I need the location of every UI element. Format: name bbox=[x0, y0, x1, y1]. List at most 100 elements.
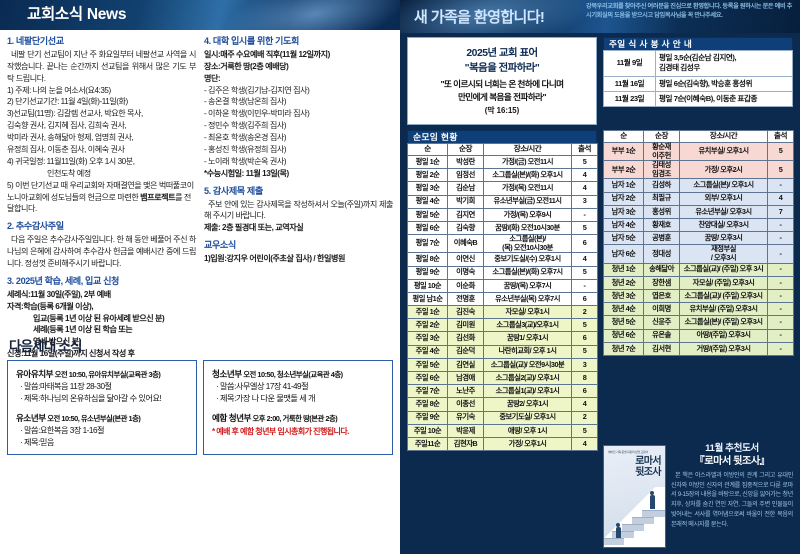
soon-name: 주일 3순 bbox=[407, 331, 448, 346]
nextgen-item: 말씀:마태복음 11장 28-30절 bbox=[16, 381, 188, 393]
soon-attendance: 6 bbox=[571, 384, 598, 399]
news-line: 4) 귀국일정: 11월11일(화) 오후 1시 30분, bbox=[7, 156, 135, 166]
news-body: 1. 네팔단기선교 네팔 단기 선교팀이 지난 주 화요일부터 네팔선교 사역을… bbox=[0, 30, 400, 554]
soon-place: 유소년부실/ 오후3시 bbox=[679, 204, 768, 220]
news-line: 일시:매주 수요예배 직후(11월 12일까지) bbox=[204, 49, 330, 59]
soon-name: 남자 5순 bbox=[603, 231, 644, 246]
soon-place: 가정/(금) 오전11시 bbox=[483, 154, 572, 170]
soon-attendance: - bbox=[767, 178, 794, 193]
soon-attendance: - bbox=[767, 288, 794, 304]
book-description: 본 책은 이스라엘과 이방인의 관계 그리고 유대인 신자와 이방인 신자의 관… bbox=[671, 471, 793, 529]
soon-place: 꿈땅1/ 오후1시 bbox=[483, 331, 572, 346]
book-cover-image: 에비인 기독 문명 회장의 성경 교양서 로마서 뒷조사 bbox=[603, 445, 666, 548]
book-figure-body-lower bbox=[616, 527, 621, 538]
soon-name: 평일 6순 bbox=[407, 220, 448, 236]
soon-attendance: 4 bbox=[571, 436, 598, 452]
news-line: - 최윤호 학생(송온경 집사) bbox=[204, 133, 287, 143]
soon-leader: 김진숙 bbox=[447, 305, 484, 320]
soon-leader: 김태성 임경조 bbox=[643, 160, 680, 180]
soon-attendance: - bbox=[767, 328, 794, 343]
meal-row: 11월 9일 평일 3,5순(김순남 김지연), 김경태 김성우 bbox=[603, 50, 793, 77]
news-line: - 노이래 학생(박순옥 권사) bbox=[204, 156, 287, 166]
soon-place: 소그룹실2(교)/ 오후1시 bbox=[483, 371, 572, 386]
table-row: 청년 7순 김서현 거땅/(주일) 오후3시 - bbox=[603, 341, 794, 356]
soon-attendance: 4 bbox=[571, 397, 598, 412]
news-section-heading: 3. 2025년 학습, 세례, 입교 신청 bbox=[7, 275, 119, 286]
nextgen-item: 말씀:요한복음 3장 1-16절 bbox=[16, 425, 188, 437]
soon-name: 남자 1순 bbox=[603, 178, 644, 193]
spacer bbox=[212, 405, 384, 412]
news-line: 영세 받으신 분) bbox=[33, 337, 81, 347]
soon-attendance: - bbox=[767, 262, 794, 277]
soon-leader: 김순남 bbox=[447, 181, 484, 196]
news-line: - 이하윤 학생(이민우-박미라 집사) bbox=[204, 109, 310, 119]
news-paragraph: 다음 주일은 추수감사주일입니다. 한 해 동안 베풀어 주신 하나님의 은혜에… bbox=[7, 235, 196, 268]
news-line: 신청:11월 16일(주일)까지 신청서 작성 후 bbox=[7, 349, 135, 359]
book-figure-head-lower bbox=[616, 523, 620, 527]
welcome-banner: 새 가족을 환영합니다! 강북우리교회를 찾아주신 여러분을 진심으로 환영합니… bbox=[400, 0, 800, 33]
news-column-1: 1. 네팔단기선교 네팔 단기 선교팀이 지난 주 화요일부터 네팔선교 사역을… bbox=[7, 36, 196, 384]
table-row: 주일 5순 김연실 소그룹실(교)/ 오전9시30분 3 bbox=[407, 357, 598, 373]
news-line: 유정희 집사, 이동춘 집사, 이혜숙 권사 bbox=[7, 144, 125, 154]
table-row: 청년 2순 장한샘 자모실/ (주일) 오후3시 - bbox=[603, 275, 794, 290]
soon-place: 꿈땅/(목) 오후7시 bbox=[483, 278, 572, 293]
soon-place: 소그룹실(본)/ (주일) 오후3시 bbox=[679, 315, 768, 330]
soon-place: 소그룹실3(교)/오후1시 bbox=[483, 318, 572, 333]
soon-leader: 노난주 bbox=[447, 384, 484, 399]
soon-attendance: - bbox=[767, 231, 794, 246]
book-heading-title: 『로마서 뒷조사』 bbox=[694, 456, 770, 468]
meal-date: 11월 16일 bbox=[603, 75, 656, 92]
nextgen-note: * 예배 후 예함 청년부 임시총회가 진행됩니다. bbox=[212, 426, 349, 436]
soon-attendance: 5 bbox=[571, 344, 598, 359]
table-row: 평일 4순 박기희 유소년부실(금) 오전11시 3 bbox=[407, 194, 598, 209]
soon-name: 평일 1순 bbox=[407, 154, 448, 170]
soon-place: 유소년부실(목) 오후7시 bbox=[483, 291, 572, 307]
table-row: 남자 4순 황재호 찬양대실/ 오후3시 - bbox=[603, 217, 794, 233]
soon-leader: 최필규 bbox=[643, 191, 680, 206]
table-row: 청년 5순 신윤주 소그룹실(본)/ (주일) 오후3시 - bbox=[603, 315, 794, 330]
table-row: 주일 10순 박윤제 애땅/ 오후 1시 5 bbox=[407, 423, 598, 438]
info-column: 새 가족을 환영합니다! 강북우리교회를 찾아주신 여러분을 진심으로 환영합니… bbox=[400, 0, 800, 554]
news-line: 5) 이번 단기선교 때 우리교회와 자매결연을 맺은 벅떠풀코이노니아교회에 … bbox=[7, 180, 194, 214]
soon-place: 소그룹실(교)/ 오전9시30분 bbox=[483, 357, 572, 373]
soon-leader: 김지연 bbox=[447, 207, 484, 222]
soon-table-left: 순 순장 장소/시간 출석 평일 1순 박성란 가정/(금) 오전11시 5 평일 2순 임정선… bbox=[407, 143, 598, 452]
news-line: 제출: 2층 필경대 또는, 교역자실 bbox=[204, 223, 304, 233]
soon-place: 외부/ 오후1시 bbox=[679, 191, 768, 206]
soon-col-header: 순장 bbox=[447, 143, 484, 156]
soon-name: 청년 4순 bbox=[603, 302, 644, 317]
motto-reference: (막 16:15) bbox=[484, 105, 520, 115]
table-row: 주일 9순 유기숙 중보기도실/ 오후1시 2 bbox=[407, 410, 598, 425]
church-motto-box: 2025년 교회 표어 "복음을 전파하라" "또 이르시되 너희는 온 천하에… bbox=[407, 37, 597, 125]
soon-leader: 전명훈 bbox=[447, 291, 484, 307]
soon-leader: 황재호 bbox=[643, 217, 680, 233]
soon-table-right: 순 순장 장소/시간 출석 부부 1순 황순재 이주헌 유치부실/ 오후1시 5 부부 2순 김… bbox=[603, 130, 794, 356]
news-line: 3)선교팀(11명): 김갈렙 선교사, 박요한 목사, bbox=[7, 109, 143, 119]
soon-place: 가정/ 오후2시 bbox=[679, 160, 768, 180]
soon-place: 꿈땅/ 오후3시 bbox=[679, 231, 768, 246]
news-line: *수능시험일: 11월 13일(목) bbox=[204, 168, 289, 178]
soon-attendance: 5 bbox=[571, 318, 598, 333]
soon-place: 유치부실/ 오후1시 bbox=[679, 141, 768, 162]
soon-attendance: 5 bbox=[571, 220, 598, 236]
book-cover-stairs bbox=[604, 487, 665, 547]
table-row: 청년 4순 이희명 유치부실/ (주일) 오후3시 - bbox=[603, 302, 794, 317]
welcome-subtext: 강북우리교회를 찾아주신 여러분을 진심으로 환영합니다. 등록을 원하시는 분… bbox=[586, 3, 793, 20]
soon-leader: 김연실 bbox=[447, 357, 484, 373]
news-line: 세례식:11월 30일(주일), 2부 예배 bbox=[7, 289, 111, 299]
nextgen-box-left: 유아유치부 오전 10:50, 유아유치부실(교육관 3층) 말씀:마태복음 11… bbox=[7, 360, 197, 455]
soon-name: 청년 2순 bbox=[603, 275, 644, 290]
soon-place: 꿈땅2/ 오후1시 bbox=[483, 397, 572, 412]
soon-attendance: 3 bbox=[571, 357, 598, 373]
soon-attendance: 5 bbox=[571, 423, 598, 438]
soon-col-header: 순장 bbox=[643, 130, 680, 143]
soon-place: 중보기도실/ 오후1시 bbox=[483, 410, 572, 425]
welcome-title: 새 가족을 환영합니다! bbox=[414, 9, 545, 26]
soon-attendance: 5 bbox=[571, 154, 598, 170]
table-row: 청년 1순 송해닮아 소그룹실(교)/ (주일) 오후 3시 - bbox=[603, 262, 794, 277]
soon-leader: 유기숙 bbox=[447, 410, 484, 425]
soon-leader: 송해닮아 bbox=[643, 262, 680, 277]
soon-name: 남자 2순 bbox=[603, 191, 644, 206]
soon-attendance: 5 bbox=[767, 141, 794, 162]
